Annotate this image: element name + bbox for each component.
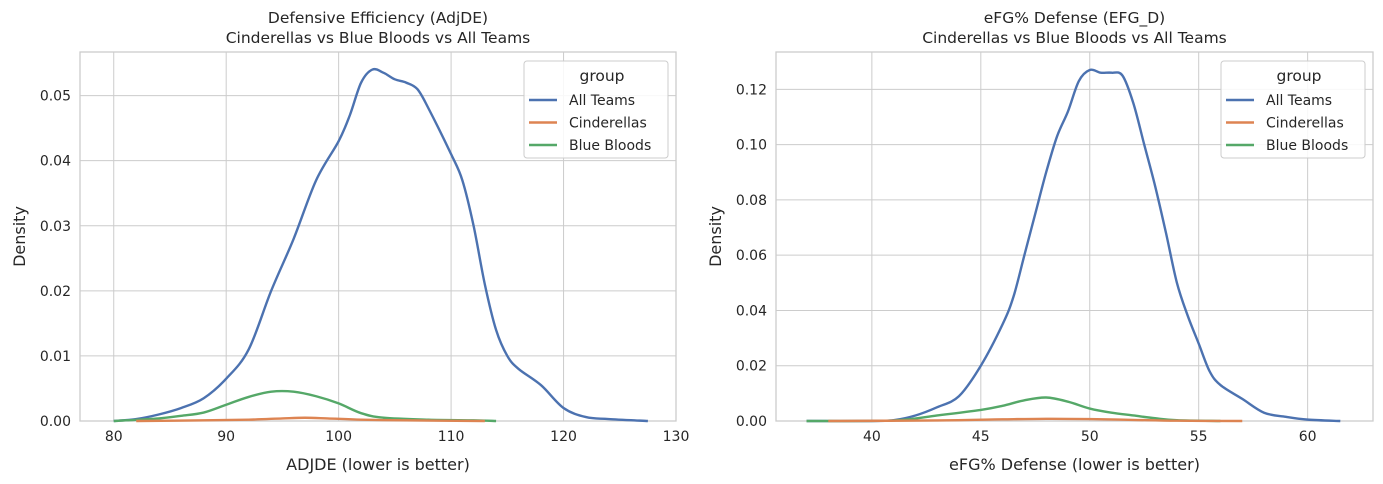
plot-frame	[775, 51, 1374, 422]
series-line-blue-bloods	[806, 396, 1221, 423]
legend-entry: Blue Bloods	[569, 138, 651, 154]
legend-entry: All Teams	[1266, 93, 1332, 109]
legend-entry: Blue Bloods	[1266, 138, 1348, 154]
series-line-all-teams	[113, 67, 648, 423]
chart-1: 40 45 50 55 60 0.00 0.02 0.04 0.06 0.08 0.10 0.12 eF…	[706, 9, 1374, 474]
x-axis-label: eFG% Defense (lower is better)	[949, 455, 1200, 474]
series-group	[113, 67, 648, 423]
legend: group All Teams Cinderellas Blue Bloods	[1220, 60, 1366, 159]
legend-title: group	[1276, 67, 1321, 85]
y-tick-label: 0.04	[40, 154, 71, 170]
chart-title: Cinderellas vs Blue Bloods vs All Teams	[226, 29, 531, 47]
x-tick-label: 110	[438, 429, 465, 445]
legend: group All Teams Cinderellas Blue Bloods	[523, 60, 669, 159]
y-tick-label: 0.01	[40, 349, 71, 365]
x-tick-label: 60	[1299, 429, 1317, 445]
y-tick-label: 0.00	[736, 414, 767, 430]
legend-box	[523, 60, 669, 159]
x-tick-label: 120	[550, 429, 577, 445]
chart-title: Defensive Efficiency (AdjDE)	[268, 9, 488, 27]
chart-title: Cinderellas vs Blue Bloods vs All Teams	[922, 29, 1227, 47]
x-tick-label: 130	[663, 429, 690, 445]
y-tick-label: 0.12	[736, 82, 767, 98]
x-tick-label: 100	[325, 429, 352, 445]
legend-title: group	[579, 67, 624, 85]
series-line-cinderellas	[828, 417, 1243, 423]
y-axis-label: Density	[706, 206, 725, 267]
x-tick-label: 50	[1081, 429, 1099, 445]
chart-title: eFG% Defense (EFG_D)	[984, 9, 1165, 28]
x-tick-label: 45	[972, 429, 990, 445]
y-tick-label: 0.10	[736, 138, 767, 154]
x-tick-label: 90	[217, 429, 235, 445]
y-tick-label: 0.02	[40, 284, 71, 300]
legend-entry: Cinderellas	[569, 116, 647, 132]
x-axis-label: ADJDE (lower is better)	[286, 455, 470, 474]
legend-entry: Cinderellas	[1266, 116, 1344, 132]
y-tick-label: 0.00	[40, 414, 71, 430]
y-tick-label: 0.04	[736, 303, 767, 319]
x-tick-label: 40	[863, 429, 881, 445]
y-tick-label: 0.06	[736, 248, 767, 264]
y-tick-label: 0.03	[40, 219, 71, 235]
legend-box	[1220, 60, 1366, 159]
y-tick-label: 0.08	[736, 193, 767, 209]
series-line-blue-bloods	[113, 389, 497, 423]
series-line-cinderellas	[136, 416, 485, 423]
series-line-all-teams	[806, 68, 1341, 423]
chart-0: 80 90 100 110 120 130 0.00 0.01 0.02 0.03 0.04 0.05…	[10, 9, 689, 474]
x-tick-label: 80	[105, 429, 123, 445]
x-tick-label: 55	[1190, 429, 1208, 445]
y-tick-label: 0.02	[736, 359, 767, 375]
y-tick-label: 0.05	[40, 89, 71, 105]
y-axis-label: Density	[10, 206, 29, 267]
legend-entry: All Teams	[569, 93, 635, 109]
series-group	[806, 68, 1341, 423]
